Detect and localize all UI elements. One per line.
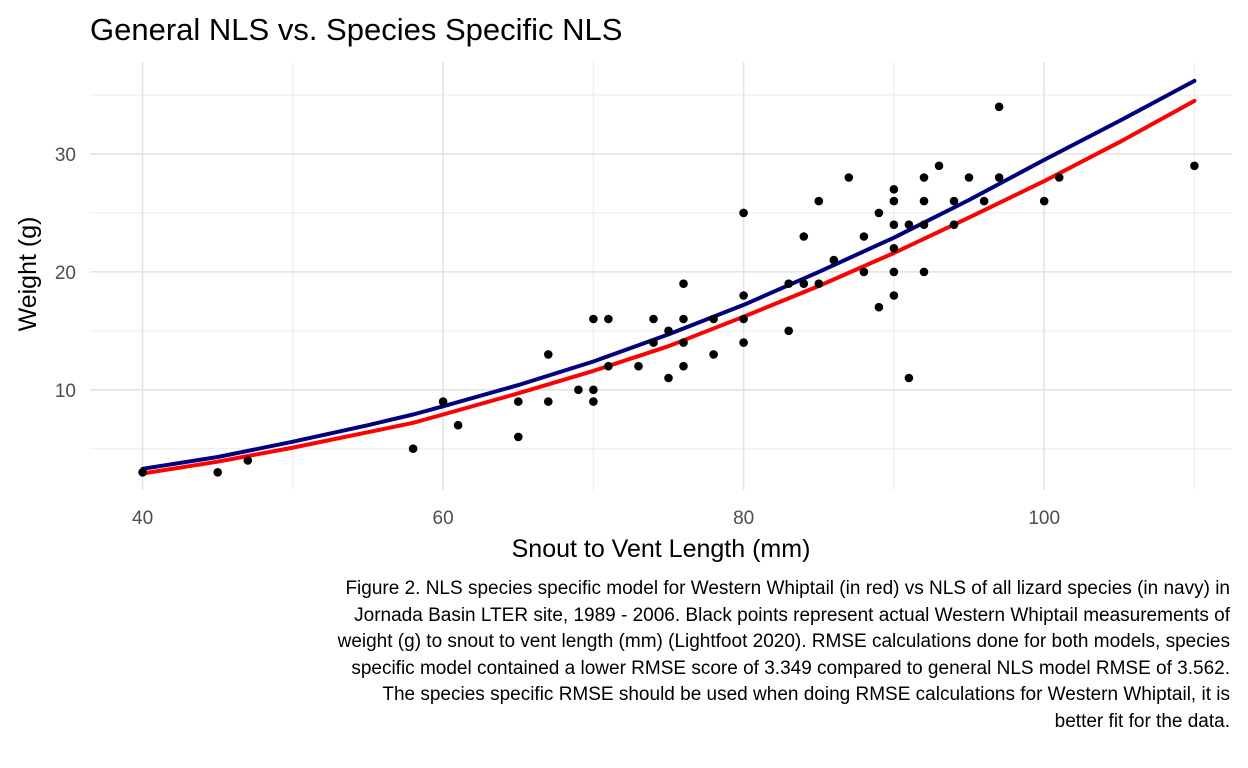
data-point [408, 444, 418, 454]
data-point [784, 279, 793, 289]
data-point [604, 361, 613, 371]
data-point [829, 255, 839, 265]
data-point [979, 196, 989, 206]
chart-plot: 40 60 80 100 10 20 30 Snout to Vent Length (mm… [14, 62, 1232, 563]
data-point [589, 314, 598, 324]
data-point [739, 291, 748, 300]
data-point [919, 173, 929, 182]
y-tick-label: 30 [55, 145, 76, 166]
data-point [934, 161, 944, 171]
tick-labels: 40 60 80 100 10 20 30 [55, 145, 1060, 529]
y-axis-label: Weight (g) [14, 217, 42, 332]
data-point [919, 196, 929, 206]
data-point [589, 385, 598, 395]
grid-lines [90, 62, 1232, 490]
data-point [784, 326, 793, 336]
data-point [814, 279, 824, 289]
data-point [889, 291, 899, 300]
data-point [874, 208, 884, 218]
data-point [213, 468, 222, 477]
chart-title: General NLS vs. Species Specific NLS [90, 12, 623, 47]
data-point [919, 267, 929, 277]
data-point [889, 196, 899, 206]
data-point [649, 338, 658, 347]
data-point [544, 397, 553, 406]
data-point [574, 385, 583, 395]
data-point [604, 314, 613, 324]
data-point [679, 279, 688, 289]
data-point [709, 314, 718, 324]
data-point [889, 244, 899, 253]
data-point [709, 350, 718, 359]
data-point [649, 314, 658, 324]
x-tick-label: 40 [132, 508, 153, 529]
data-point [589, 397, 598, 406]
data-point [1054, 173, 1064, 182]
data-point [1190, 161, 1199, 171]
model-curves [140, 78, 1197, 476]
y-tick-label: 20 [55, 263, 76, 284]
data-points [138, 102, 1199, 477]
x-tick-label: 80 [733, 508, 754, 529]
data-point [949, 220, 959, 229]
data-point [679, 361, 688, 371]
data-point [679, 314, 688, 324]
data-point [799, 232, 809, 241]
data-point [889, 220, 899, 229]
data-point [814, 196, 824, 206]
figure-caption: Figure 2. NLS species specific model for… [337, 578, 1230, 732]
data-point [844, 173, 854, 182]
data-point [453, 420, 463, 430]
data-point [889, 185, 899, 194]
data-point [889, 267, 899, 277]
species-specific-nls-curve [140, 98, 1197, 476]
data-point [438, 397, 448, 406]
y-tick-label: 10 [55, 381, 76, 402]
x-tick-label: 60 [433, 508, 454, 529]
data-point [874, 302, 884, 312]
data-point [919, 220, 929, 229]
data-point [994, 173, 1004, 182]
data-point [739, 208, 748, 218]
data-point [964, 173, 974, 182]
data-point [514, 397, 523, 406]
data-point [1039, 196, 1049, 206]
data-point [664, 326, 673, 336]
x-tick-label: 100 [1028, 508, 1060, 529]
data-point [904, 373, 914, 383]
data-point [664, 373, 673, 383]
data-point [859, 267, 869, 277]
data-point [679, 338, 688, 347]
data-point [544, 350, 553, 359]
data-point [138, 468, 147, 477]
data-point [949, 196, 959, 206]
data-point [243, 456, 253, 465]
x-axis-label: Snout to Vent Length (mm) [512, 535, 811, 563]
data-point [799, 279, 809, 289]
data-point [739, 314, 748, 324]
data-point [859, 232, 869, 241]
data-point [994, 102, 1004, 112]
data-point [739, 338, 748, 347]
data-point [904, 220, 914, 229]
data-point [634, 361, 643, 371]
general-nls-curve [140, 78, 1197, 471]
data-point [514, 432, 523, 442]
